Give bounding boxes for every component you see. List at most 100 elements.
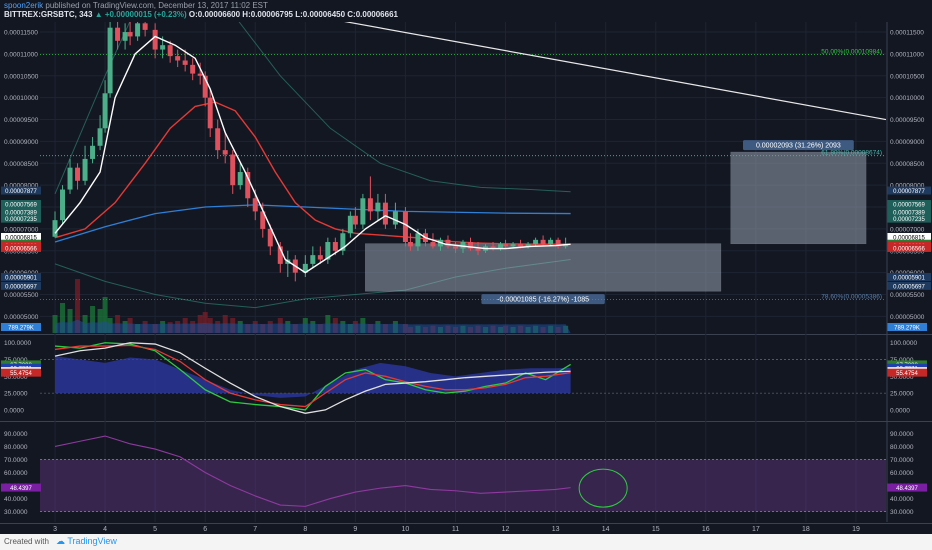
price-tag-right-label: 0.00007569 (893, 203, 925, 209)
y-tick-label-right: 0.00010000 (890, 95, 925, 102)
candle-body (252, 198, 258, 212)
rsi-band-fill (40, 459, 886, 512)
y-tick-label-left: 0.00005500 (4, 292, 39, 299)
candle-body (230, 154, 236, 186)
candle-body (277, 246, 283, 264)
fib-level-label: 61.80%(0.00008674) (821, 150, 882, 157)
oscillator-pane: 100.0000100.000075.000075.000050.000050.… (1, 340, 927, 414)
candle-body (260, 211, 266, 229)
price-tag-right (887, 214, 931, 223)
candle-body (332, 242, 338, 251)
footer-bar: Created with ☁ TradingView (0, 534, 932, 550)
price-tag-left (1, 281, 41, 290)
candle-body (90, 145, 96, 159)
candle-body (452, 246, 458, 249)
candle-body (347, 215, 353, 234)
y-tick-label-left: 0.00005000 (4, 314, 39, 321)
candle-body (52, 220, 58, 237)
candle-body (197, 73, 203, 76)
ohlc-values: O:0.00006600 H:0.00006795 L:0.00006450 C… (188, 10, 398, 19)
brand-name: TradingView (67, 536, 117, 546)
x-tick-label: 3 (53, 526, 57, 533)
candle-body (468, 242, 474, 249)
rsi-y-label-left: 40.0000 (4, 496, 28, 503)
chart-canvas[interactable]: 3 4 5 6 7 8 9 10 11 12 13 14 15 16 17 18 19 0.00011500 0.0… (0, 0, 932, 534)
y-tick-label-right: 0.00009500 (890, 117, 925, 124)
candle-body (503, 244, 509, 247)
measure-box (365, 243, 722, 292)
candle-body (215, 128, 221, 151)
candle-body (340, 233, 346, 251)
x-tick-label: 6 (203, 526, 207, 533)
volume-bar (75, 279, 81, 333)
red-moving-average (54, 101, 571, 246)
y-tick-label-left: 0.00009500 (4, 117, 39, 124)
x-tick-label: 8 (303, 526, 307, 533)
osc-y-label-left: 25.0000 (4, 391, 28, 398)
osc-line (54, 342, 571, 411)
candle-body (548, 239, 554, 245)
tradingview-logo[interactable]: ☁ TradingView (56, 536, 117, 547)
volume-tag-right-label: 789.279K (894, 326, 920, 332)
candle-body (207, 97, 213, 129)
price-tag-left-label: 0.00005901 (5, 275, 37, 281)
x-tick-label: 18 (802, 526, 810, 533)
candle-body (302, 263, 308, 273)
x-tick-label: 9 (353, 526, 357, 533)
y-tick-label-left: 0.00011500 (4, 30, 38, 37)
x-tick-label: 19 (852, 526, 860, 533)
fib-level-label: 78.60%(0.00005386) (821, 293, 882, 300)
candle-body (510, 244, 516, 247)
candle-body (135, 23, 141, 37)
candle-body (127, 32, 133, 37)
price-tag-right (887, 243, 931, 252)
y-tick-label-left: 0.00008500 (4, 161, 39, 168)
osc-y-label-left: 0.0000 (4, 407, 24, 414)
price-tag-right (887, 272, 931, 281)
price-tag-right-label: 0.00007235 (893, 217, 925, 223)
candle-body (237, 172, 243, 186)
candle-body (367, 198, 373, 212)
candle-body (190, 64, 196, 74)
symbol-name: BITTREX:GRSBTC, 343 (4, 10, 93, 19)
osc-line (54, 344, 571, 408)
publish-text: published on TradingView.com, December 1… (45, 1, 268, 10)
y-tick-label-right: 0.00011500 (890, 30, 924, 37)
y-tick-label-right: 0.00008000 (890, 183, 925, 190)
candle-body (97, 128, 103, 146)
x-tick-label: 17 (752, 526, 760, 533)
measure-box (730, 151, 867, 245)
volume-bar (90, 306, 96, 333)
price-tag-right (887, 186, 931, 195)
x-tick-label: 7 (253, 526, 257, 533)
osc-y-label-right: 50.0000 (890, 374, 914, 381)
rsi-y-label-left: 70.0000 (4, 457, 28, 464)
candle-body (555, 239, 561, 247)
price-tag-left-label: 0.00007569 (5, 203, 37, 209)
candle-body (402, 211, 408, 243)
volume-bar (67, 309, 73, 333)
candle-body (430, 242, 436, 247)
descending-trendline (330, 18, 887, 121)
candle-body (222, 150, 228, 155)
candle-body (122, 32, 128, 41)
rsi-y-label-left: 80.0000 (4, 444, 28, 451)
candle-body (115, 27, 121, 41)
volume-bar (60, 303, 66, 333)
lower-band-line (54, 259, 571, 309)
candle-body (498, 244, 504, 249)
rsi-tag-right (887, 483, 927, 492)
price-tag-right (887, 207, 931, 216)
rsi-tag-left-label: 48.4397 (10, 486, 32, 492)
osc-y-label-right: 100.0000 (890, 340, 917, 347)
y-tick-label-right: 0.00005500 (890, 292, 925, 299)
volume-bar (202, 312, 208, 333)
price-tag-left (1, 232, 41, 241)
osc-line (54, 342, 571, 414)
price-tag-right (887, 200, 931, 209)
price-tag-left (1, 214, 41, 223)
symbol-line: BITTREX:GRSBTC, 343 ▲ +0.00000015 (+0.23… (4, 10, 398, 19)
candle-body (82, 158, 88, 181)
author-link[interactable]: spoon2erik (4, 1, 44, 10)
candle-body (167, 45, 173, 57)
